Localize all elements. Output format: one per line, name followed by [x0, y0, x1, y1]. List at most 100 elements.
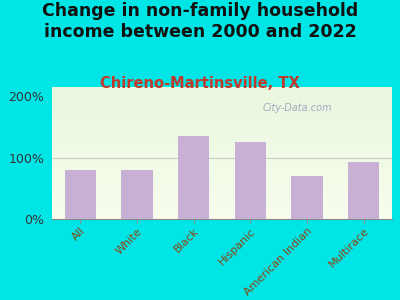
Bar — [52, 119, 392, 120]
Bar — [52, 110, 392, 111]
Bar — [52, 170, 392, 172]
Text: Chireno-Martinsville, TX: Chireno-Martinsville, TX — [100, 76, 300, 92]
Bar — [292, 176, 322, 219]
Bar — [52, 139, 392, 140]
Text: Change in non-family household
income between 2000 and 2022: Change in non-family household income be… — [42, 2, 358, 41]
Bar — [52, 206, 392, 207]
Bar — [52, 158, 392, 160]
Bar — [52, 162, 392, 164]
Bar — [52, 205, 392, 206]
Bar — [52, 183, 392, 185]
Bar — [52, 189, 392, 190]
Bar — [52, 194, 392, 195]
Bar — [52, 117, 392, 119]
Bar — [235, 142, 266, 219]
Bar — [52, 202, 392, 203]
Bar — [52, 141, 392, 142]
Bar — [52, 190, 392, 191]
Bar — [52, 203, 392, 205]
Bar — [52, 137, 392, 139]
Bar — [52, 134, 392, 136]
Bar — [52, 112, 392, 113]
Bar — [52, 164, 392, 165]
Bar — [52, 172, 392, 173]
Bar — [52, 148, 392, 149]
Bar — [122, 170, 152, 219]
Bar — [52, 95, 392, 96]
Bar — [52, 108, 392, 110]
Bar — [52, 214, 392, 215]
Bar — [52, 145, 392, 146]
Bar — [178, 136, 209, 219]
Bar — [52, 166, 392, 167]
Bar — [52, 153, 392, 154]
Bar — [52, 198, 392, 199]
Bar — [52, 129, 392, 130]
Bar — [52, 116, 392, 117]
Bar — [52, 193, 392, 194]
Bar — [52, 211, 392, 212]
Bar — [52, 191, 392, 193]
Bar — [52, 142, 392, 144]
Bar — [348, 162, 379, 219]
Bar — [52, 111, 392, 112]
Bar — [52, 196, 392, 198]
Bar — [52, 136, 392, 137]
Bar — [52, 127, 392, 128]
Bar — [52, 132, 392, 133]
Bar — [52, 103, 392, 104]
Bar — [52, 216, 392, 218]
Bar — [65, 170, 96, 219]
Bar — [52, 207, 392, 208]
Bar — [52, 115, 392, 116]
Bar — [52, 133, 392, 134]
Bar — [52, 215, 392, 216]
Bar — [52, 199, 392, 200]
Bar — [52, 181, 392, 182]
Bar — [52, 156, 392, 157]
Bar — [52, 187, 392, 189]
Bar — [52, 177, 392, 178]
Bar — [52, 90, 392, 91]
Bar — [52, 94, 392, 95]
Bar — [52, 128, 392, 129]
Bar — [52, 120, 392, 121]
Bar — [52, 179, 392, 181]
Bar — [52, 125, 392, 127]
Bar — [52, 107, 392, 108]
Bar — [52, 146, 392, 148]
Bar — [52, 165, 392, 166]
Bar — [52, 167, 392, 169]
Bar — [52, 88, 392, 90]
Bar — [52, 152, 392, 153]
Bar — [52, 121, 392, 123]
Bar — [52, 210, 392, 211]
Bar — [52, 123, 392, 124]
Bar — [52, 173, 392, 174]
Bar — [52, 144, 392, 145]
Bar — [52, 150, 392, 152]
Bar — [52, 91, 392, 92]
Bar — [52, 178, 392, 179]
Bar — [52, 100, 392, 101]
Bar — [52, 212, 392, 214]
Bar — [52, 154, 392, 156]
Bar — [52, 106, 392, 107]
Bar — [52, 176, 392, 177]
Bar — [52, 208, 392, 210]
Bar — [52, 92, 392, 94]
Bar — [52, 160, 392, 161]
Bar — [52, 200, 392, 202]
Bar — [52, 161, 392, 162]
Bar — [52, 185, 392, 186]
Bar — [52, 174, 392, 176]
Bar — [52, 113, 392, 115]
Bar — [52, 182, 392, 183]
Bar — [52, 104, 392, 106]
Bar — [52, 101, 392, 103]
Bar — [52, 157, 392, 158]
Bar — [52, 218, 392, 219]
Bar — [52, 140, 392, 141]
Bar — [52, 124, 392, 125]
Bar — [52, 99, 392, 100]
